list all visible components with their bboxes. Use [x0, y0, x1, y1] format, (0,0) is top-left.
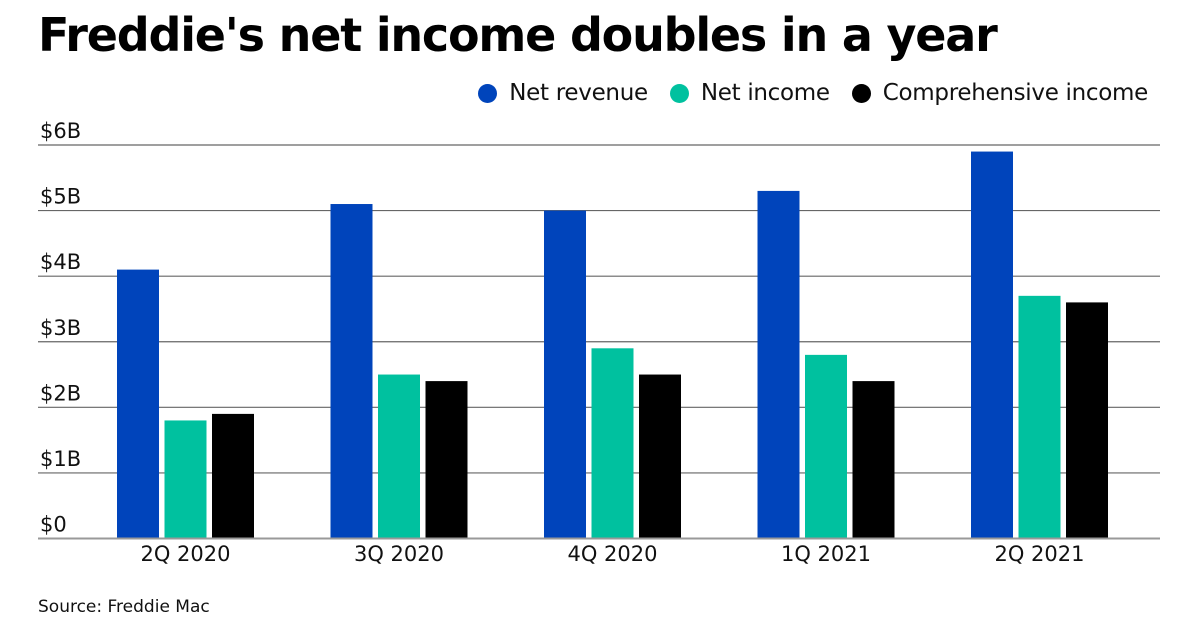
y-tick-label: $4B — [40, 250, 81, 274]
x-tick-label: 1Q 2021 — [781, 542, 871, 566]
bar-comprehensive-income-1q-2021 — [852, 381, 895, 538]
bar-net-revenue-2q-2020 — [117, 269, 159, 538]
legend-label: Net revenue — [509, 80, 648, 106]
bar-net-revenue-1q-2021 — [757, 190, 800, 538]
legend-item-comprehensive-income: Comprehensive income — [851, 80, 1149, 106]
legend-dot-net-income-icon — [669, 83, 689, 103]
legend: Net revenue Net income Comprehensive inc… — [456, 80, 1148, 106]
bar-comprehensive-income-2q-2020 — [212, 413, 254, 538]
x-tick-label: 2Q 2021 — [994, 542, 1084, 566]
bar-net-income-4q-2020 — [591, 348, 634, 538]
x-tick-label: 4Q 2020 — [567, 542, 657, 566]
legend-item-net-revenue: Net revenue — [478, 80, 648, 106]
bar-net-revenue-3q-2020 — [330, 204, 373, 538]
y-tick-label: $1B — [40, 447, 81, 471]
legend-dot-net-revenue-icon — [478, 83, 498, 103]
bar-comprehensive-income-4q-2020 — [639, 374, 681, 538]
bar-net-revenue-4q-2020 — [544, 210, 586, 538]
legend-item-net-income: Net income — [669, 80, 830, 106]
legend-dot-comprehensive-income-icon — [851, 83, 871, 103]
y-tick-label: $5B — [40, 185, 81, 209]
bar-net-revenue-2q-2021 — [971, 151, 1013, 538]
y-tick-label: $0 — [40, 513, 67, 537]
y-tick-label: $2B — [40, 381, 81, 405]
legend-label: Comprehensive income — [882, 80, 1149, 106]
bar-comprehensive-income-2q-2021 — [1066, 302, 1108, 538]
bar-net-income-1q-2021 — [805, 354, 847, 538]
bar-net-income-2q-2020 — [164, 420, 207, 538]
legend-label: Net income — [700, 80, 830, 106]
x-tick-label: 3Q 2020 — [354, 542, 444, 566]
source-note: Source: Freddie Mac — [38, 597, 210, 617]
bar-net-income-2q-2021 — [1018, 295, 1061, 538]
y-tick-label: $6B — [40, 119, 81, 143]
chart-title: Freddie's net income doubles in a year — [38, 8, 998, 62]
bar-comprehensive-income-3q-2020 — [425, 381, 468, 538]
x-tick-label: 2Q 2020 — [140, 542, 230, 566]
bar-net-income-3q-2020 — [378, 374, 420, 538]
y-tick-label: $3B — [40, 316, 81, 340]
